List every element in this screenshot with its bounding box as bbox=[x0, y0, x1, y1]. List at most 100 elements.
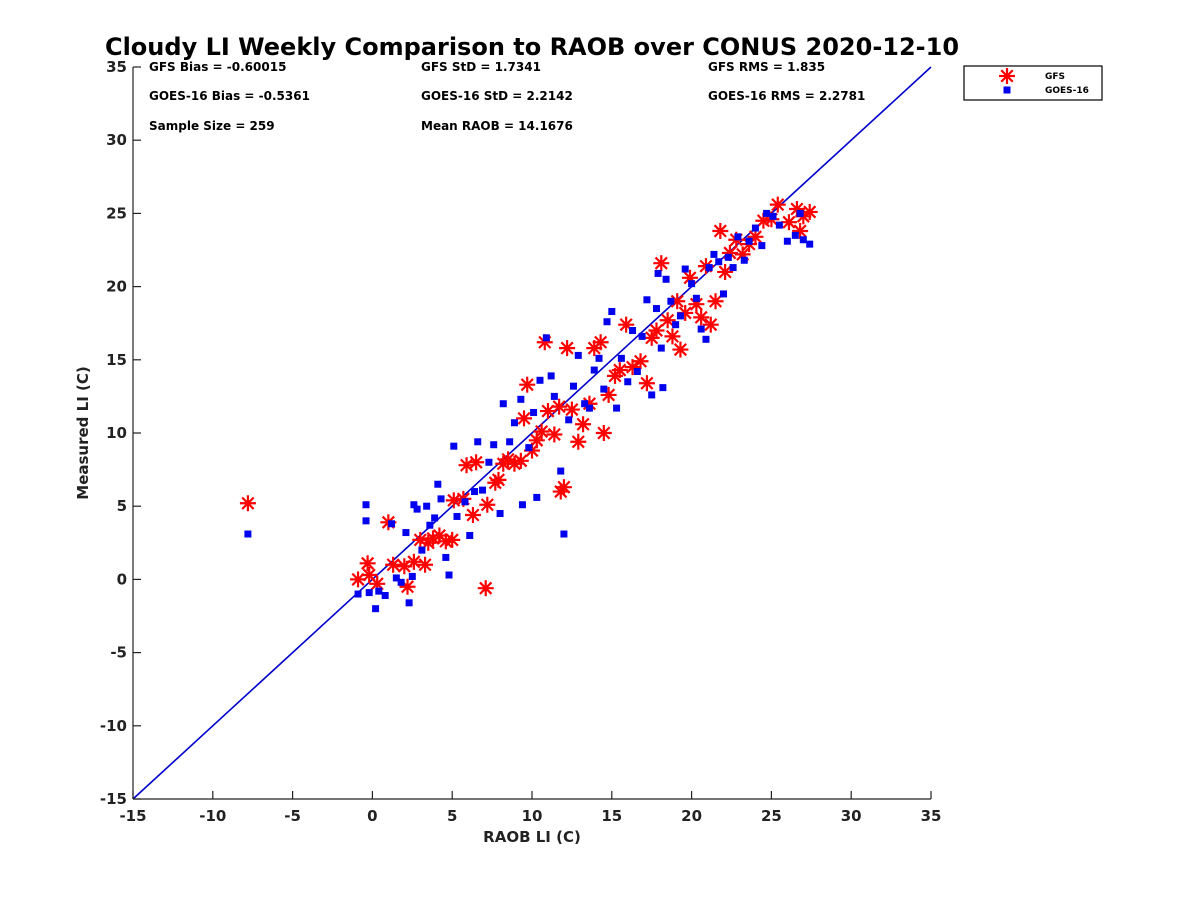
data-point-gfs bbox=[611, 362, 628, 379]
data-point-gfs bbox=[490, 471, 507, 488]
data-point-goes-16 bbox=[381, 592, 389, 600]
data-point-gfs bbox=[595, 425, 612, 441]
data-point-goes-16 bbox=[657, 344, 665, 352]
data-point-gfs bbox=[801, 203, 818, 220]
data-point-gfs bbox=[399, 578, 416, 595]
data-point-goes-16 bbox=[426, 521, 434, 529]
stat-annotation: GOES-16 StD = 2.2142 bbox=[421, 89, 573, 103]
data-point-goes-16 bbox=[362, 517, 370, 525]
data-point-goes-16 bbox=[676, 312, 684, 320]
data-point-goes-16 bbox=[643, 296, 651, 304]
y-tick-label: 10 bbox=[106, 424, 127, 442]
data-point-goes-16 bbox=[688, 280, 696, 288]
axes: -15 -10 -5 0 5 10 15 20 25 30 35 35 30 25 20 15 10 5 0 -5 -1… bbox=[100, 58, 942, 825]
data-point-goes-16 bbox=[633, 368, 641, 376]
data-point-gfs bbox=[638, 375, 655, 392]
stat-annotation: Sample Size = 259 bbox=[149, 119, 275, 133]
data-point-goes-16 bbox=[638, 332, 646, 340]
data-point-goes-16 bbox=[474, 438, 482, 446]
data-point-goes-16 bbox=[560, 530, 568, 538]
data-point-goes-16 bbox=[485, 458, 493, 466]
data-point-goes-16 bbox=[397, 578, 405, 586]
data-point-goes-16 bbox=[365, 589, 373, 597]
data-point-goes-16 bbox=[720, 290, 728, 298]
data-point-gfs bbox=[405, 553, 422, 570]
data-point-goes-16 bbox=[413, 505, 421, 513]
data-point-gfs bbox=[570, 433, 587, 450]
y-tick-label: 5 bbox=[117, 497, 127, 515]
chart-title: Cloudy LI Weekly Comparison to RAOB over… bbox=[105, 33, 959, 61]
data-point-gfs bbox=[659, 312, 676, 329]
data-point-goes-16 bbox=[410, 501, 418, 509]
data-point-goes-16 bbox=[751, 224, 759, 232]
data-point-gfs bbox=[693, 309, 710, 326]
y-axis-label: Measured LI (C) bbox=[74, 366, 92, 499]
data-point-gfs bbox=[653, 255, 670, 272]
x-tick-label: -15 bbox=[119, 807, 146, 825]
data-point-gfs bbox=[632, 353, 649, 370]
data-point-gfs bbox=[533, 423, 550, 440]
data-point-gfs bbox=[559, 340, 576, 357]
data-point-gfs bbox=[516, 410, 533, 427]
y-tick-label: -10 bbox=[100, 717, 127, 735]
data-point-goes-16 bbox=[362, 501, 370, 509]
stat-annotation: GOES-16 Bias = -0.5361 bbox=[149, 89, 310, 103]
data-point-goes-16 bbox=[710, 250, 718, 258]
data-point-goes-16 bbox=[629, 327, 637, 335]
x-tick-label: -10 bbox=[199, 807, 226, 825]
data-point-goes-16 bbox=[729, 264, 737, 272]
data-point-goes-16 bbox=[775, 221, 783, 229]
data-point-goes-16 bbox=[613, 404, 621, 412]
data-point-goes-16 bbox=[705, 264, 713, 272]
x-tick-label: 25 bbox=[761, 807, 782, 825]
data-point-gfs bbox=[592, 334, 609, 351]
data-point-gfs bbox=[555, 479, 572, 496]
stat-annotation: GFS RMS = 1.835 bbox=[708, 60, 825, 74]
stat-annotation: GFS Bias = -0.60015 bbox=[149, 60, 286, 74]
data-point-goes-16 bbox=[654, 269, 662, 277]
data-point-goes-16 bbox=[517, 395, 525, 403]
data-point-goes-16 bbox=[402, 529, 410, 537]
data-point-goes-16 bbox=[659, 384, 667, 392]
data-point-goes-16 bbox=[600, 385, 608, 393]
stat-annotation: Mean RAOB = 14.1676 bbox=[421, 119, 573, 133]
data-point-goes-16 bbox=[423, 502, 431, 510]
data-point-goes-16 bbox=[595, 354, 603, 362]
data-point-goes-16 bbox=[533, 493, 541, 501]
legend-box bbox=[963, 65, 1103, 101]
data-point-goes-16 bbox=[518, 501, 526, 509]
y-tick-label: 30 bbox=[106, 131, 127, 149]
data-point-gfs bbox=[563, 401, 580, 418]
data-point-goes-16 bbox=[418, 546, 426, 554]
data-point-goes-16 bbox=[763, 209, 771, 217]
data-point-gfs bbox=[717, 263, 734, 280]
data-point-goes-16 bbox=[445, 571, 453, 579]
y-tick-label: 0 bbox=[117, 570, 127, 588]
data-point-goes-16 bbox=[672, 321, 680, 329]
data-point-goes-16 bbox=[724, 253, 732, 261]
data-point-goes-16 bbox=[506, 438, 514, 446]
data-point-gfs bbox=[672, 341, 689, 358]
data-point-goes-16 bbox=[624, 378, 632, 386]
data-point-goes-16 bbox=[479, 486, 487, 494]
data-point-goes-16 bbox=[783, 237, 791, 245]
data-point-gfs bbox=[477, 580, 494, 597]
data-point-goes-16 bbox=[648, 391, 656, 399]
data-point-gfs bbox=[648, 322, 665, 339]
data-point-goes-16 bbox=[697, 325, 705, 333]
y-tick-label: 15 bbox=[106, 351, 127, 369]
y-tick-label: 25 bbox=[106, 204, 127, 222]
data-point-goes-16 bbox=[244, 530, 252, 538]
stat-annotation: GFS StD = 1.7341 bbox=[421, 60, 541, 74]
data-point-goes-16 bbox=[692, 294, 700, 302]
y-tick-label: 20 bbox=[106, 278, 127, 296]
data-point-goes-16 bbox=[392, 574, 400, 582]
data-point-gfs bbox=[792, 222, 809, 239]
stat-annotation: GOES-16 RMS = 2.2781 bbox=[708, 89, 865, 103]
data-point-goes-16 bbox=[758, 242, 766, 250]
data-point-goes-16 bbox=[354, 590, 362, 598]
series-goes-16 bbox=[244, 209, 814, 613]
data-point-gfs bbox=[464, 506, 481, 523]
data-point-gfs bbox=[359, 555, 376, 572]
